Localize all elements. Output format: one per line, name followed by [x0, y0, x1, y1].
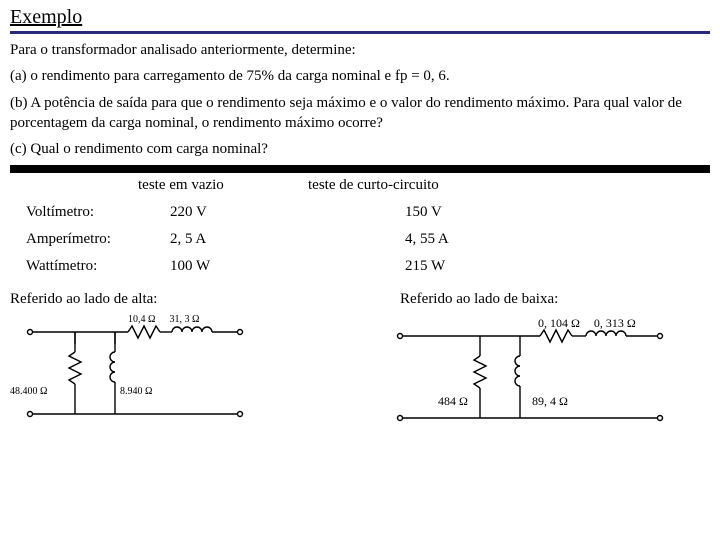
ref-alta-title: Referido ao lado de alta:: [10, 291, 360, 308]
x-series-label: 31, 3 Ω: [169, 314, 199, 325]
table-row: Wattímetro: 100 W 215 W: [10, 258, 710, 275]
r-shunt-right-label: 89, 4 Ω: [532, 394, 568, 409]
circuit-baixa: 0, 104 Ω 0, 313 Ω: [360, 314, 710, 444]
section-rule: [10, 165, 710, 173]
r-shunt-right-label: 8.940 Ω: [120, 386, 152, 397]
circuit-alta: 10,4 Ω 31, 3 Ω: [10, 314, 360, 444]
row-val: 150 V: [315, 204, 515, 221]
circuit-svg: [10, 314, 270, 434]
x-series-label: 0, 313 Ω: [594, 316, 636, 331]
title-rule: [10, 31, 710, 34]
page-title: Exemplo: [10, 6, 710, 29]
ref-alta: Referido ao lado de alta: 10,4 Ω 31, 3 Ω: [10, 291, 360, 444]
table-row: Amperímetro: 2, 5 A 4, 55 A: [10, 231, 710, 248]
row-label: Amperímetro:: [10, 231, 140, 248]
r-shunt-left-label: 48.400 Ω: [10, 386, 47, 397]
table-row: Voltímetro: 220 V 150 V: [10, 204, 710, 221]
item-c: (c) Qual o rendimento com carga nominal?: [10, 139, 710, 159]
intro-para: Para o transformador analisado anteriorm…: [10, 40, 710, 60]
col-header-curto: teste de curto-circuito: [308, 177, 508, 194]
item-b: (b) A potência de saída para que o rendi…: [10, 93, 710, 134]
item-a: (a) o rendimento para carregamento de 75…: [10, 66, 710, 86]
row-val: 100 W: [140, 258, 315, 275]
row-val: 215 W: [315, 258, 515, 275]
row-val: 220 V: [140, 204, 315, 221]
row-label: Voltímetro:: [10, 204, 140, 221]
tests-header: teste em vazio teste de curto-circuito: [10, 177, 710, 194]
ref-baixa: Referido ao lado de baixa: 0, 104 Ω 0, 3…: [360, 291, 710, 444]
row-label: Wattímetro:: [10, 258, 140, 275]
row-val: 4, 55 A: [315, 231, 515, 248]
circuit-svg: [360, 314, 680, 434]
ref-wrap: Referido ao lado de alta: 10,4 Ω 31, 3 Ω: [10, 291, 710, 444]
ref-baixa-title: Referido ao lado de baixa:: [360, 291, 710, 308]
col-header-vazio: teste em vazio: [138, 177, 308, 194]
row-val: 2, 5 A: [140, 231, 315, 248]
r-series-label: 10,4 Ω: [128, 314, 155, 325]
r-series-label: 0, 104 Ω: [538, 316, 580, 331]
r-shunt-left-label: 484 Ω: [438, 394, 468, 409]
